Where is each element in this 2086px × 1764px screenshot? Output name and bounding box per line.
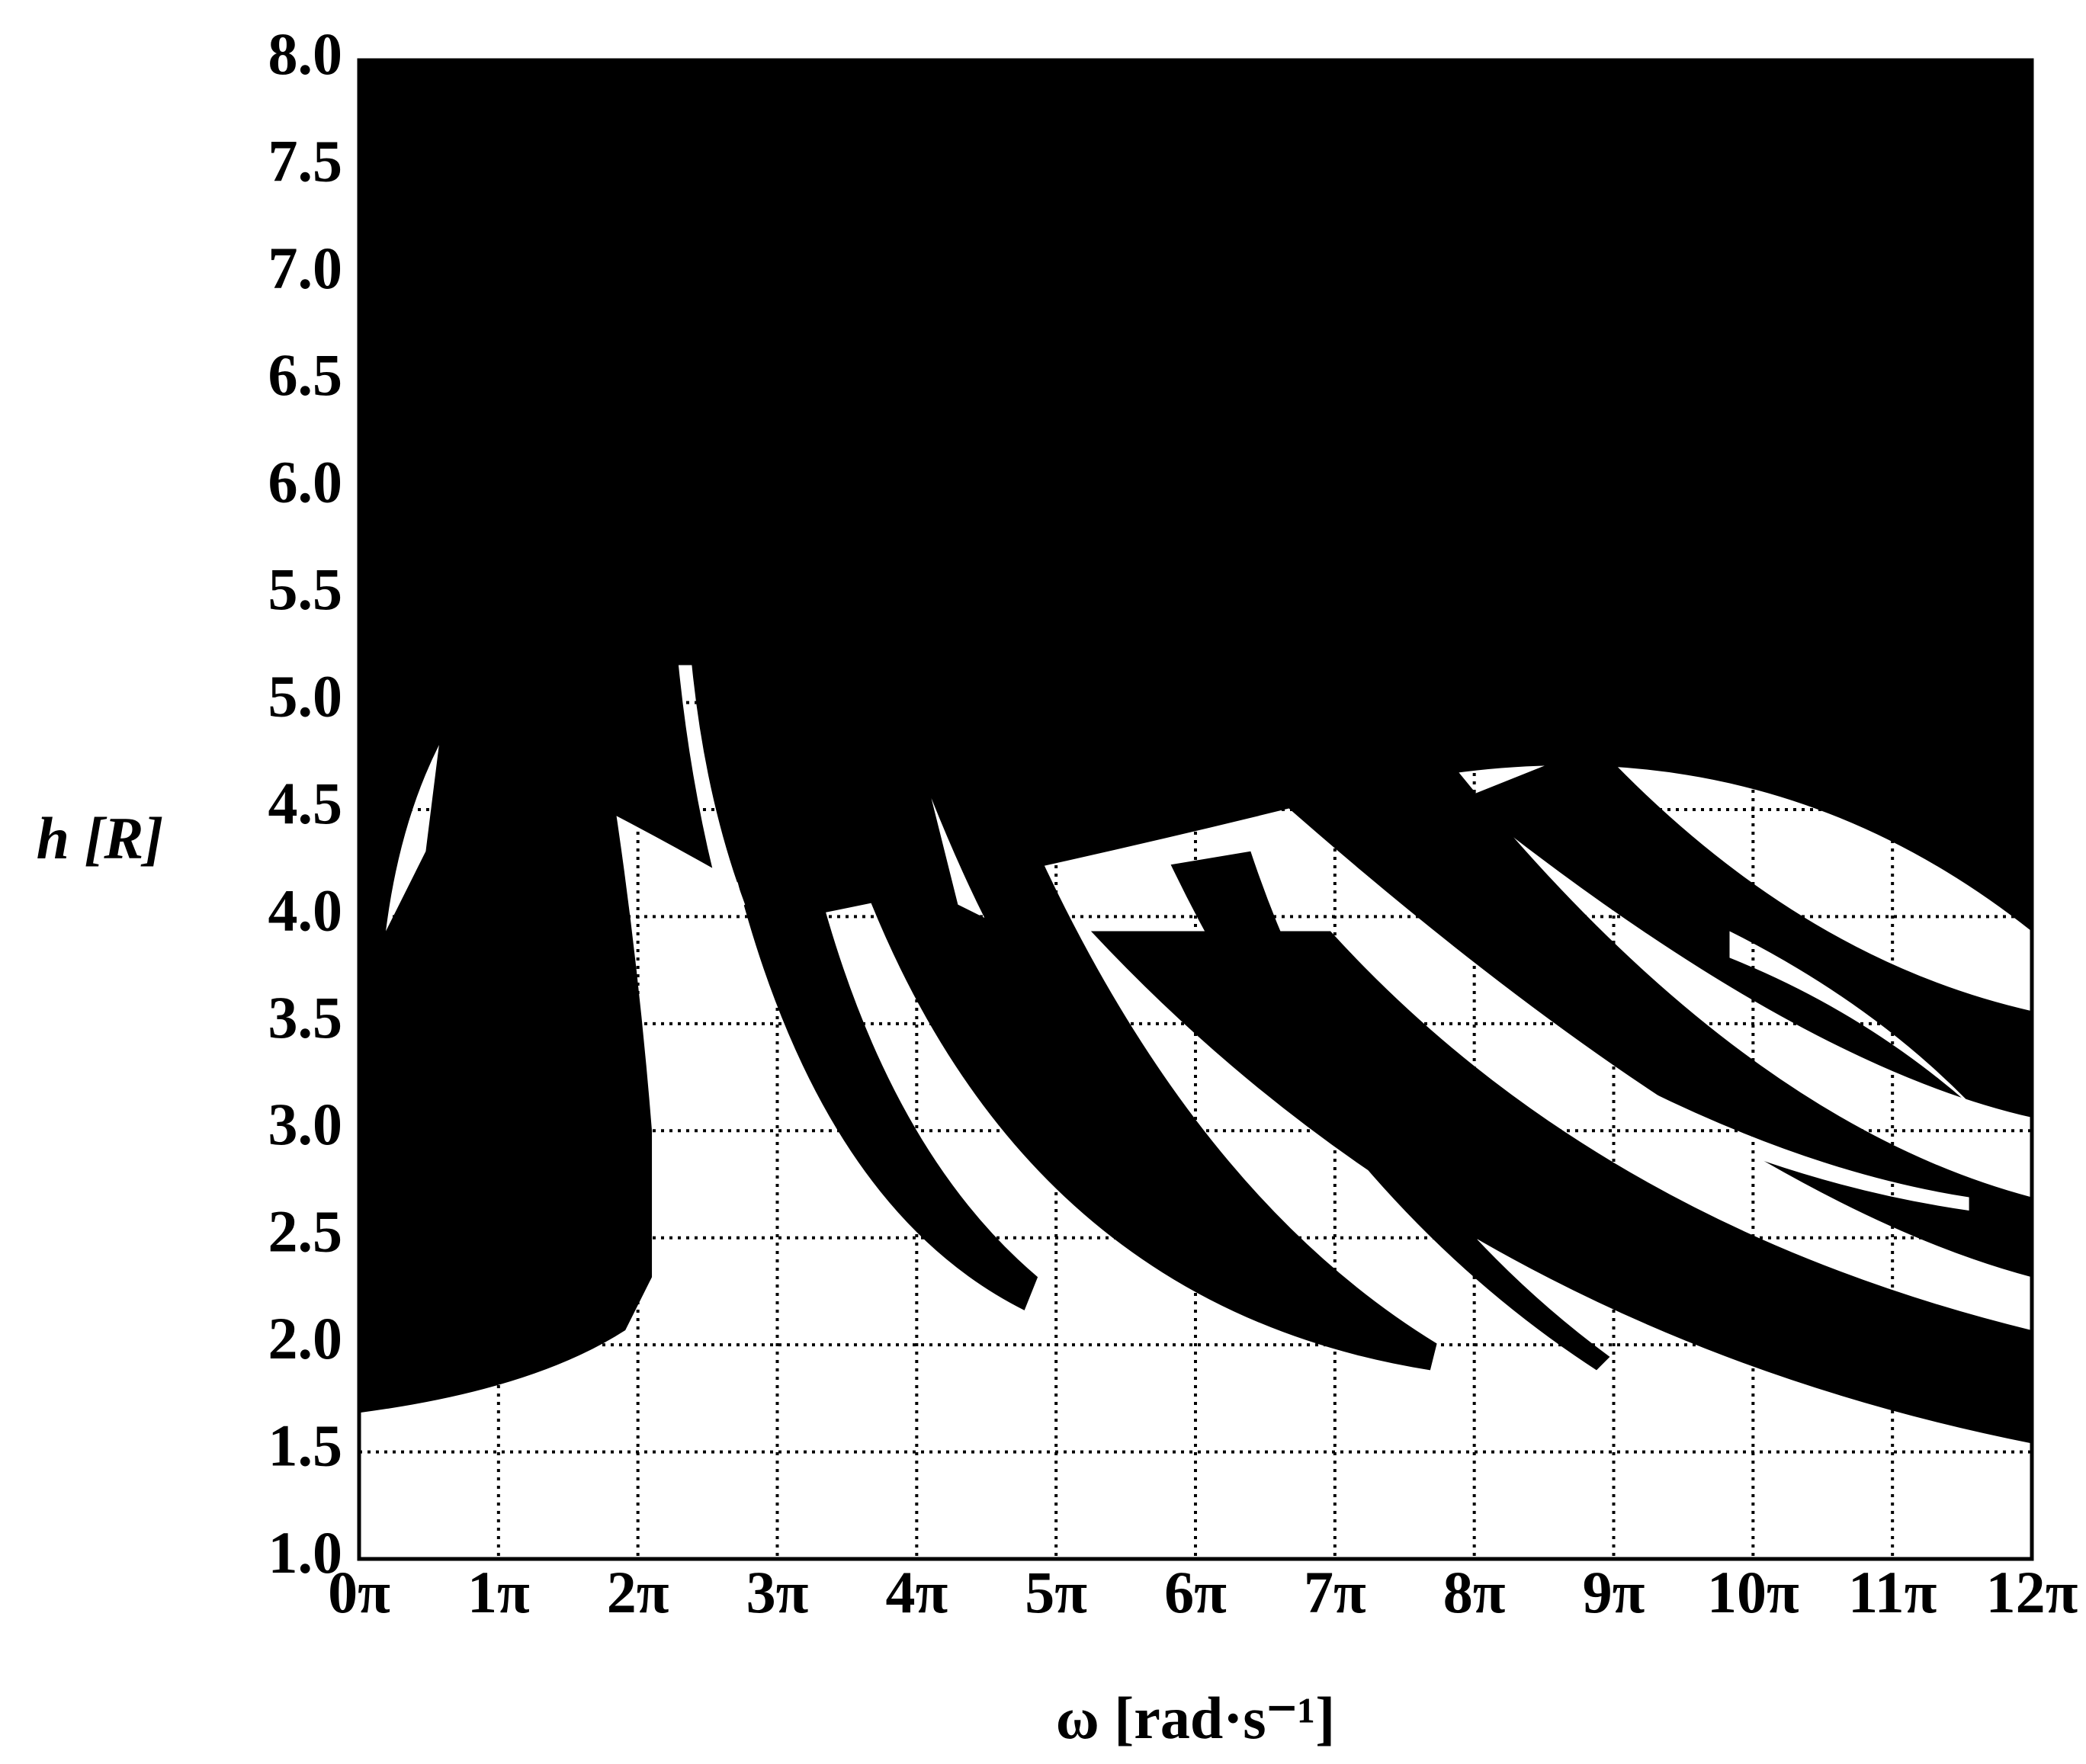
basin-gap xyxy=(678,665,746,919)
x-axis-label: ω [rad·s⁻¹] xyxy=(1056,1685,1335,1751)
basin-region xyxy=(851,851,1437,1371)
x-tick-label: 11π xyxy=(1848,1559,1937,1625)
basin-region xyxy=(718,798,1038,1310)
x-tick-label: 12π xyxy=(1986,1559,2078,1625)
y-tick-label: 7.0 xyxy=(268,235,343,301)
y-axis-label: h [R] xyxy=(37,805,164,871)
y-tick-label: 5.5 xyxy=(268,556,343,622)
basin-gap xyxy=(931,798,985,919)
x-tick-label: 6π xyxy=(1164,1559,1227,1625)
x-tick-label: 10π xyxy=(1707,1559,1799,1625)
x-tick-label: 9π xyxy=(1583,1559,1645,1625)
basin-gap xyxy=(1597,1064,1969,1211)
x-tick-label: 7π xyxy=(1304,1559,1366,1625)
x-tick-label: 5π xyxy=(1025,1559,1087,1625)
y-tick-label: 1.5 xyxy=(268,1412,343,1478)
x-tick-label: 3π xyxy=(746,1559,809,1625)
y-tick-label: 3.5 xyxy=(268,984,343,1050)
y-tick-label: 7.5 xyxy=(268,127,343,194)
x-tick-label: 8π xyxy=(1443,1559,1506,1625)
basin-region xyxy=(1277,745,2032,1278)
y-tick-label: 4.0 xyxy=(268,877,343,943)
y-tick-label: 2.5 xyxy=(268,1198,343,1265)
basin-regions xyxy=(359,59,2032,1444)
x-tick-label: 2π xyxy=(607,1559,669,1625)
x-tick-label: 0π xyxy=(328,1559,390,1625)
basin-gap xyxy=(1729,931,1996,1131)
y-tick-label: 6.0 xyxy=(268,449,343,515)
y-tick-label: 8.0 xyxy=(268,21,343,87)
y-tick-label: 1.0 xyxy=(268,1519,343,1586)
y-tick-label: 3.0 xyxy=(268,1091,343,1157)
basin-region xyxy=(1463,745,2032,1118)
y-tick-label: 4.5 xyxy=(268,770,343,836)
y-tick-label: 2.0 xyxy=(268,1305,343,1371)
x-tick-label: 4π xyxy=(885,1559,948,1625)
y-tick-label: 5.0 xyxy=(268,662,343,729)
y-tick-label: 6.5 xyxy=(268,342,343,408)
basin-region xyxy=(359,59,2032,932)
basin-region xyxy=(1170,851,1610,1371)
x-tick-label: 1π xyxy=(467,1559,530,1625)
basin-gap xyxy=(386,745,439,932)
plot-frame xyxy=(357,58,2034,1561)
